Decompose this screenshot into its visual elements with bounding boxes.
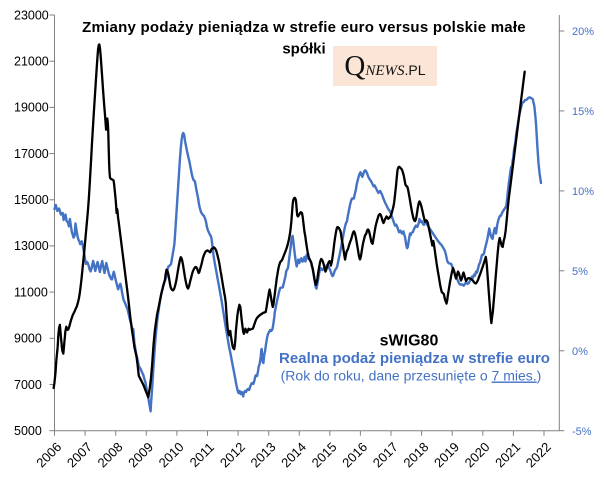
svg-text:Zmiany podaży pieniądza w stre: Zmiany podaży pieniądza w strefie euro v… (82, 19, 526, 36)
svg-text:QNEWS.PL: QNEWS.PL (344, 50, 425, 82)
svg-text:10%: 10% (572, 186, 594, 198)
svg-text:9000: 9000 (14, 332, 42, 346)
svg-text:spółki: spółki (282, 41, 325, 58)
svg-text:(Rok do roku, dane przesunięte: (Rok do roku, dane przesunięte o 7 mies.… (281, 368, 542, 384)
svg-text:23000: 23000 (14, 8, 49, 22)
svg-text:13000: 13000 (14, 239, 49, 253)
svg-text:11000: 11000 (14, 285, 48, 299)
svg-text:5000: 5000 (14, 424, 42, 438)
svg-text:15%: 15% (572, 106, 594, 118)
svg-text:17000: 17000 (14, 147, 49, 161)
svg-text:sWIG80: sWIG80 (380, 333, 439, 350)
svg-text:5%: 5% (572, 266, 588, 278)
svg-text:21000: 21000 (14, 55, 49, 69)
svg-text:0%: 0% (572, 346, 588, 358)
svg-text:7000: 7000 (14, 378, 42, 392)
svg-text:19000: 19000 (14, 101, 49, 115)
svg-text:Realna podaż pieniądza w stref: Realna podaż pieniądza w strefie euro (279, 350, 550, 367)
svg-text:20%: 20% (572, 26, 594, 38)
svg-text:15000: 15000 (14, 193, 49, 207)
svg-text:-5%: -5% (572, 426, 592, 438)
